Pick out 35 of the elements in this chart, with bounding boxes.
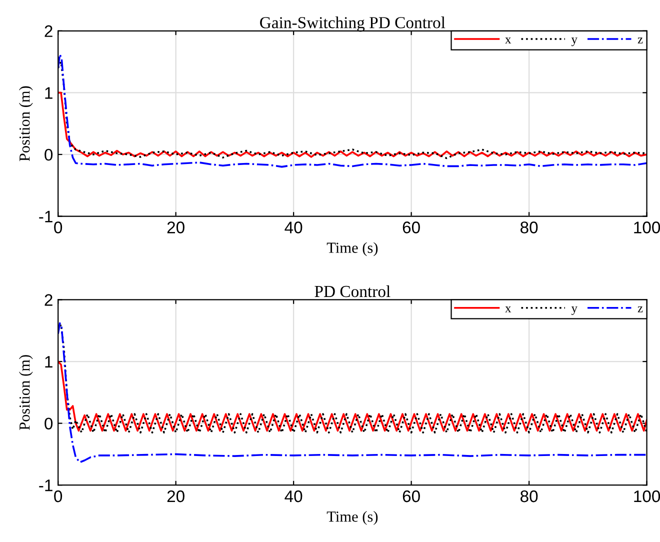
legend-label: y [571,38,578,46]
line-series [58,360,647,432]
x-tick-label: 40 [284,222,302,234]
x-tick-label: 40 [284,490,302,502]
x-tick-label: 20 [167,490,184,502]
legend-label: x [505,38,512,44]
line-series [58,322,647,464]
legend-label: y [571,306,578,315]
x-tick-label: 100 [634,222,660,234]
x-tick-label: 0 [54,222,62,234]
y-tick-label: 0 [44,418,53,430]
x-axis-title: Time (s) [326,511,378,525]
y-tick-label: 2 [44,294,52,306]
legend-label: z [638,306,643,312]
y-axis-title: Position (m) [18,355,33,430]
x-tick-label: 0 [54,490,62,502]
line-series [58,92,647,158]
x-tick-label: 80 [520,222,538,234]
x-tick-label: 60 [402,490,420,502]
x-tick-label: 100 [634,490,660,502]
x-tick-label: 80 [520,490,538,502]
x-tick-label: 20 [167,222,184,234]
chart-title: Gain-Switching PD Control [260,16,446,32]
legend-label: x [505,306,512,312]
y-axis-title: Position (m) [18,86,33,162]
x-axis-title: Time (s) [326,242,378,256]
legend-label: z [638,38,643,44]
y-tick-label: 1 [45,87,52,99]
y-tick-label: -1 [39,210,52,222]
y-tick-label: 1 [45,356,52,368]
y-tick-label: 2 [44,25,52,37]
y-tick-label: 0 [44,148,53,161]
y-tick-label: -1 [39,480,52,492]
x-tick-label: 60 [402,222,420,234]
chart-title: PD Control [314,285,390,298]
